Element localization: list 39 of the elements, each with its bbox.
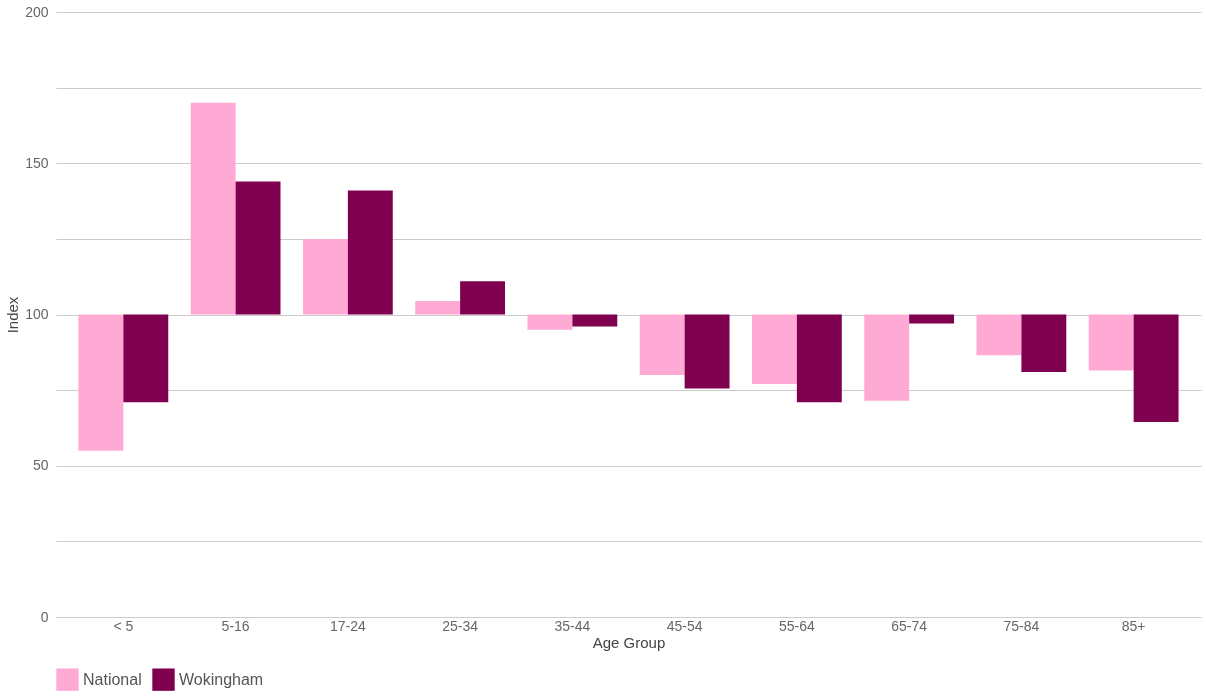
x-tick-label: < 5: [113, 617, 134, 634]
bar: [1088, 314, 1134, 371]
y-tick-label: 0: [40, 608, 49, 625]
bar: [976, 314, 1022, 356]
bar: [123, 314, 169, 403]
bar: [864, 314, 910, 401]
x-tick-label: 75-84: [1003, 617, 1040, 634]
legend-label: Wokingham: [179, 670, 264, 688]
x-tick-label: 55-64: [778, 617, 815, 634]
bar: [796, 314, 842, 403]
bar: [1021, 314, 1067, 372]
bar: [684, 314, 730, 389]
bar: [78, 314, 124, 451]
y-tick-label: 50: [32, 457, 49, 474]
x-tick-label: 25-34: [442, 617, 479, 634]
y-tick-label: 100: [25, 306, 49, 322]
bar: [527, 314, 573, 330]
x-tick-label: 65-74: [891, 617, 928, 634]
bar: [751, 314, 797, 385]
bar: [572, 314, 618, 327]
y-tick-label: 150: [25, 154, 49, 171]
bar: [235, 181, 281, 315]
legend-label: National: [83, 670, 142, 688]
bar: [909, 314, 955, 324]
y-axis-title: Index: [4, 296, 22, 334]
bar: [347, 190, 393, 315]
bar: [415, 300, 461, 315]
bar: [1133, 314, 1179, 422]
y-tick-label: 200: [25, 3, 49, 20]
x-tick-label: 85+: [1121, 617, 1146, 634]
x-tick-label: 35-44: [554, 617, 591, 634]
x-axis-title: Age Group: [592, 633, 666, 651]
x-tick-label: 5-16: [221, 617, 250, 634]
bar: [460, 281, 506, 315]
bar: [639, 314, 685, 375]
x-tick-label: 45-54: [666, 617, 703, 634]
bar: [190, 102, 236, 315]
x-tick-label: 17-24: [329, 617, 366, 634]
bar: [302, 238, 348, 315]
